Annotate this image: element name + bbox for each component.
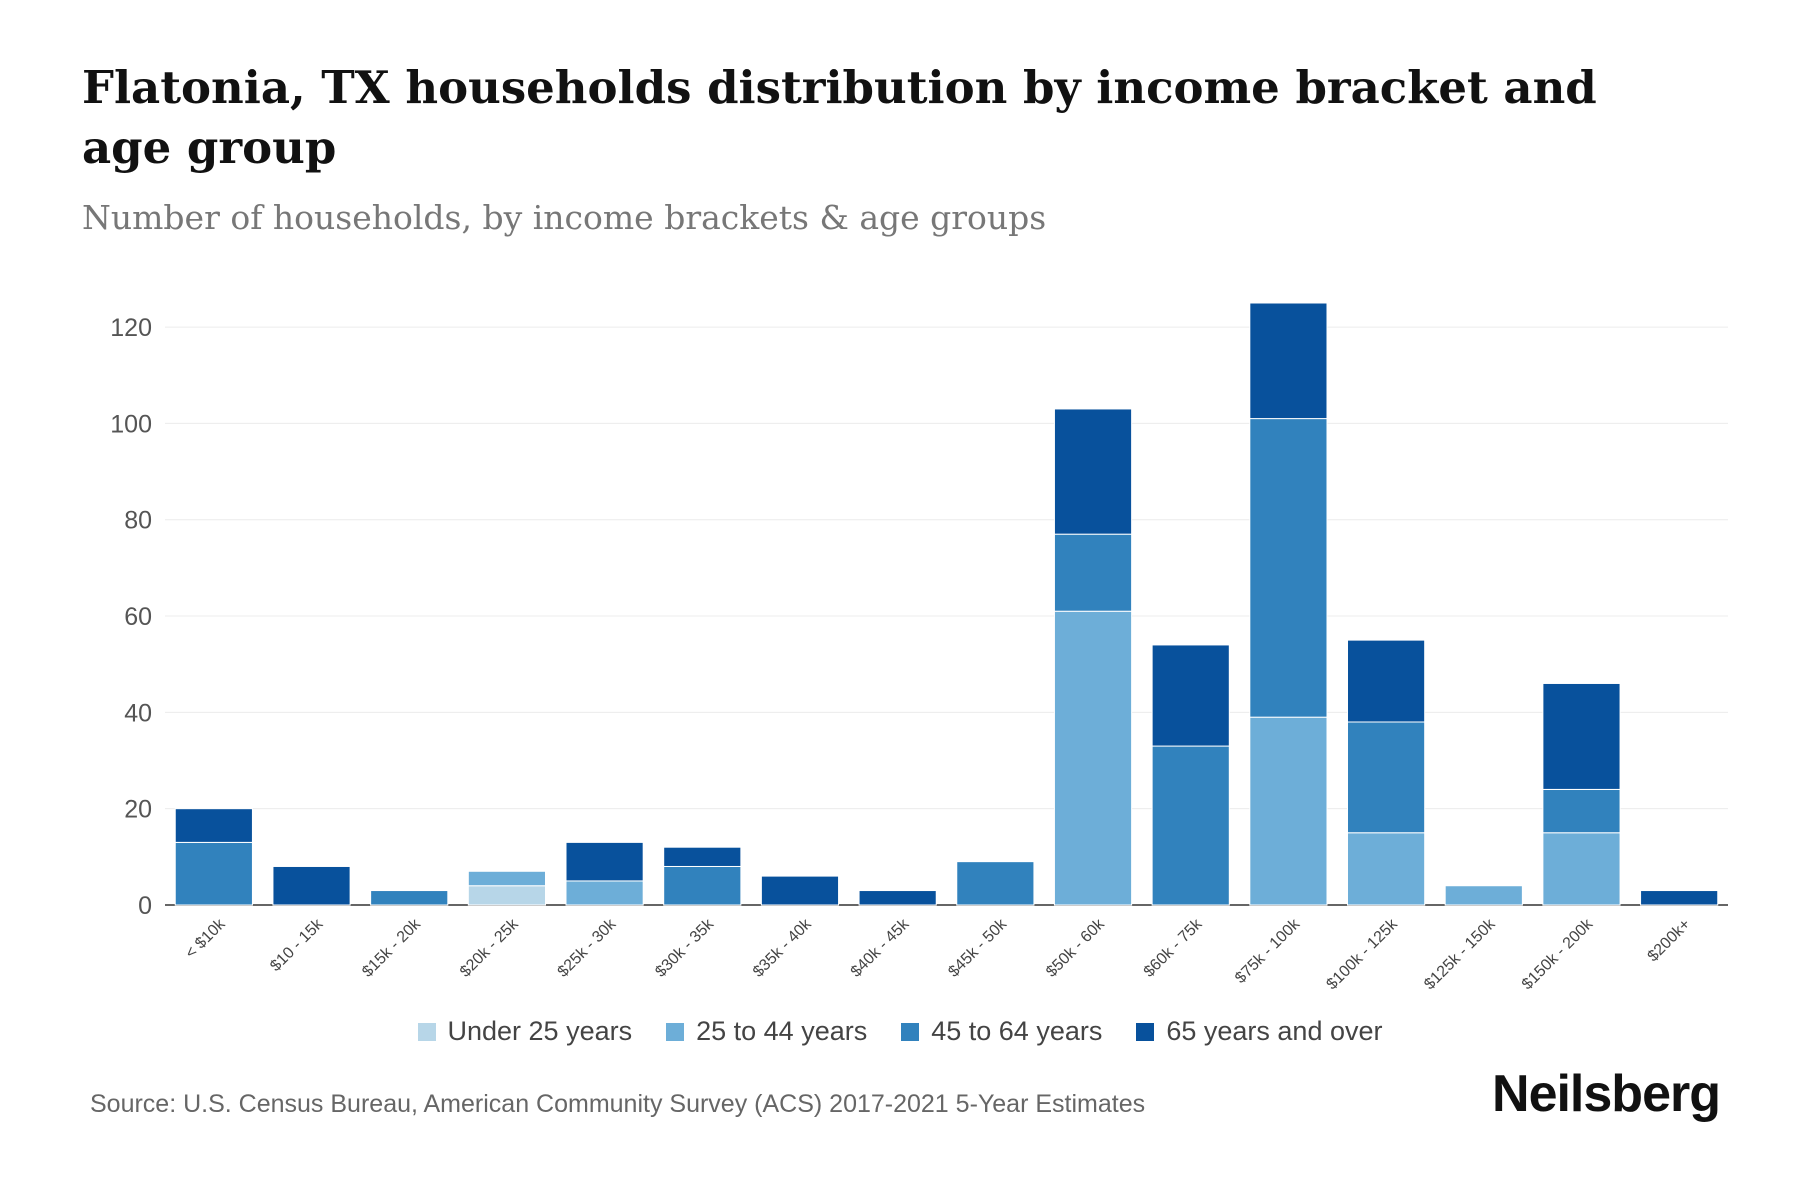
gridlines bbox=[165, 326, 1728, 906]
bar-segment bbox=[956, 861, 1035, 906]
bar-segment bbox=[1444, 885, 1523, 906]
x-tick-label: $30k - 35k bbox=[652, 915, 718, 981]
x-tick-label: $10 - 15k bbox=[267, 915, 327, 975]
x-axis-ticks: < $10k $10 - 15k $15k - 20k $20k - 25k $25k … bbox=[182, 915, 1694, 993]
legend-item: Under 25 years bbox=[417, 1016, 633, 1047]
x-tick-label: $100k - 125k bbox=[1323, 915, 1401, 993]
brand-logo: Neilsberg bbox=[1492, 1065, 1721, 1123]
bar-segment bbox=[565, 880, 644, 906]
bar-segment bbox=[1542, 788, 1621, 834]
bar-segment bbox=[1053, 533, 1133, 612]
bar-segment bbox=[1640, 890, 1719, 906]
bar-segment bbox=[760, 875, 840, 906]
y-tick-label: 0 bbox=[138, 892, 152, 920]
bar-segment bbox=[663, 865, 742, 906]
x-tick-label: $35k - 40k bbox=[750, 915, 816, 981]
legend-label: 25 to 44 years bbox=[696, 1016, 868, 1046]
bar-segment bbox=[1053, 610, 1133, 906]
source-note: Source: U.S. Census Bureau, American Com… bbox=[90, 1090, 1146, 1118]
x-tick-label: $20k - 25k bbox=[457, 915, 523, 981]
x-tick-label: $45k - 50k bbox=[945, 915, 1011, 981]
x-tick-label: < $10k bbox=[182, 915, 229, 962]
bar-segment bbox=[1542, 682, 1621, 790]
legend: Under 25 years 25 to 44 years 45 to 64 yea… bbox=[0, 1016, 1800, 1047]
bar-segment bbox=[272, 865, 351, 906]
y-tick-label: 100 bbox=[110, 410, 152, 438]
bars bbox=[174, 302, 1719, 906]
y-tick-label: 120 bbox=[110, 314, 152, 342]
bar-segment bbox=[1347, 721, 1426, 834]
x-tick-label: $50k - 60k bbox=[1043, 915, 1109, 981]
legend-item: 65 years and over bbox=[1136, 1016, 1383, 1047]
bar-segment bbox=[174, 808, 253, 843]
bar-segment bbox=[663, 846, 742, 867]
x-tick-label: $200k+ bbox=[1645, 916, 1694, 965]
legend-label: Under 25 years bbox=[447, 1016, 633, 1046]
bar-segment bbox=[467, 870, 546, 887]
bar-segment bbox=[858, 890, 937, 906]
y-tick-label: 80 bbox=[124, 507, 152, 535]
legend-swatch bbox=[1136, 1022, 1155, 1041]
chart-subtitle: Number of households, by income brackets… bbox=[82, 198, 1047, 237]
x-tick-label: $125k - 150k bbox=[1421, 915, 1499, 993]
x-tick-label: $15k - 20k bbox=[359, 915, 425, 981]
bar-segment bbox=[1542, 832, 1621, 906]
bar-segment bbox=[1347, 639, 1426, 723]
y-tick-label: 20 bbox=[124, 796, 152, 824]
y-tick-label: 40 bbox=[124, 699, 152, 727]
legend-swatch bbox=[417, 1022, 436, 1041]
legend-item: 45 to 64 years bbox=[901, 1016, 1102, 1047]
y-axis-ticks: 0 20 40 60 80 100 120 bbox=[110, 314, 152, 920]
x-tick-label: $60k - 75k bbox=[1141, 915, 1207, 981]
bar-segment bbox=[174, 841, 253, 906]
x-tick-label: $40k - 45k bbox=[848, 915, 914, 981]
legend-swatch bbox=[901, 1022, 920, 1041]
bar-segment bbox=[467, 885, 546, 906]
bar-segment bbox=[1151, 745, 1230, 906]
bar-segment bbox=[1151, 644, 1230, 747]
stacked-bar-chart: 0 20 40 60 80 100 120 < $10k $10 - 15k $15k - 20… bbox=[110, 302, 1728, 993]
x-tick-label: $25k - 30k bbox=[555, 915, 621, 981]
legend-label: 45 to 64 years bbox=[931, 1016, 1103, 1046]
legend-label: 65 years and over bbox=[1166, 1016, 1383, 1046]
bar-segment bbox=[565, 841, 644, 882]
legend-swatch bbox=[666, 1022, 685, 1041]
x-tick-label: $150k - 200k bbox=[1519, 915, 1597, 993]
x-tick-label: $75k - 100k bbox=[1232, 915, 1304, 987]
y-tick-label: 60 bbox=[124, 603, 152, 631]
bar-segment bbox=[1249, 716, 1328, 906]
bar-segment bbox=[1053, 408, 1133, 535]
bar-segment bbox=[1347, 832, 1426, 906]
chart-title: Flatonia, TX households distribution by … bbox=[82, 61, 1597, 174]
bar-segment bbox=[1249, 302, 1328, 420]
legend-item: 25 to 44 years bbox=[666, 1016, 867, 1047]
bar-segment bbox=[1249, 418, 1328, 718]
bar-segment bbox=[370, 890, 449, 906]
